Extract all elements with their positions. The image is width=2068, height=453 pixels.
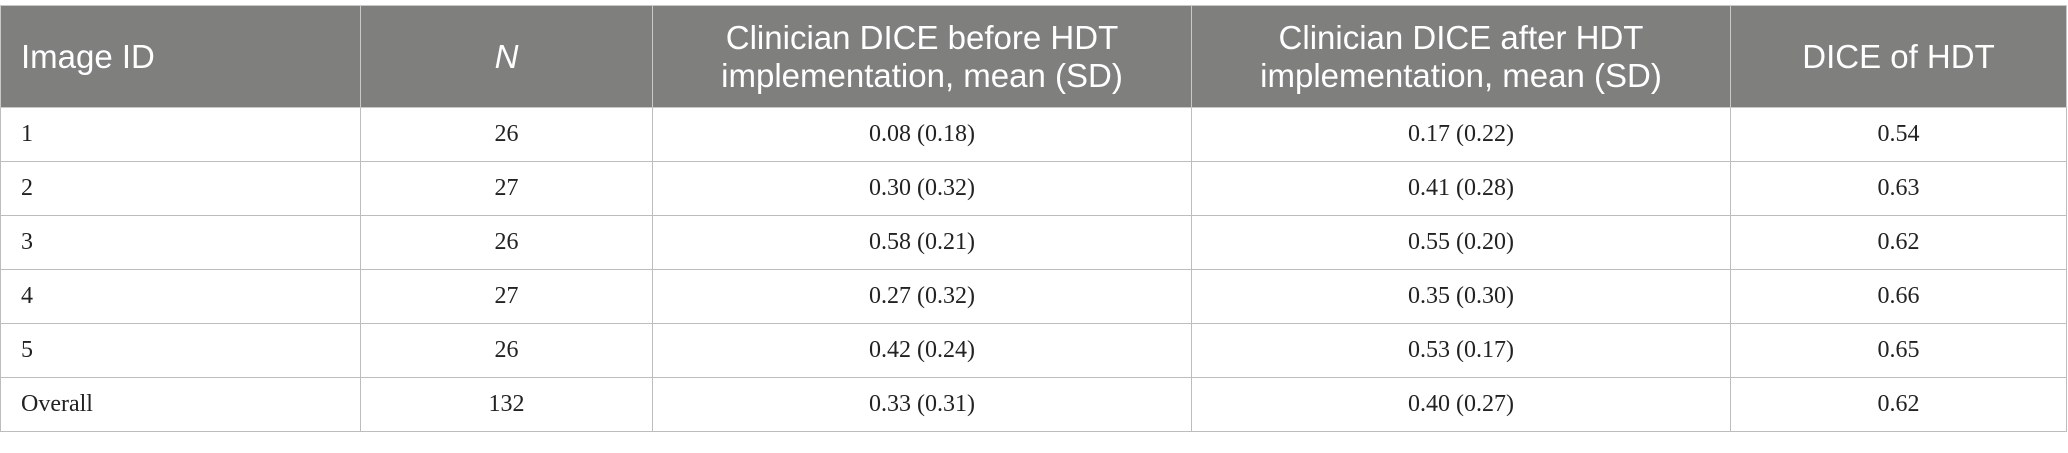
table-row: 5 26 0.42 (0.24) 0.53 (0.17) 0.65 <box>0 323 2067 378</box>
header-dice-of-hdt: DICE of HDT <box>1730 5 2067 108</box>
cell-image-id: 3 <box>0 215 361 270</box>
cell-dice-after: 0.35 (0.30) <box>1191 269 1731 324</box>
header-clinician-dice-before: Clinician DICE before HDT implementation… <box>652 5 1192 108</box>
cell-n: 27 <box>360 269 653 324</box>
cell-image-id: 2 <box>0 161 361 216</box>
cell-dice-hdt: 0.65 <box>1730 323 2067 378</box>
table-row: 4 27 0.27 (0.32) 0.35 (0.30) 0.66 <box>0 269 2067 324</box>
cell-dice-after: 0.55 (0.20) <box>1191 215 1731 270</box>
cell-dice-hdt: 0.62 <box>1730 215 2067 270</box>
cell-dice-after: 0.17 (0.22) <box>1191 107 1731 162</box>
cell-dice-before: 0.58 (0.21) <box>652 215 1192 270</box>
table-row: 1 26 0.08 (0.18) 0.17 (0.22) 0.54 <box>0 107 2067 162</box>
cell-image-id: 1 <box>0 107 361 162</box>
cell-n: 26 <box>360 215 653 270</box>
cell-n: 26 <box>360 323 653 378</box>
cell-dice-after: 0.40 (0.27) <box>1191 377 1731 432</box>
table-row: 3 26 0.58 (0.21) 0.55 (0.20) 0.62 <box>0 215 2067 270</box>
cell-dice-hdt: 0.62 <box>1730 377 2067 432</box>
cell-image-id: 5 <box>0 323 361 378</box>
header-clinician-dice-after: Clinician DICE after HDT implementation,… <box>1191 5 1731 108</box>
cell-image-id: Overall <box>0 377 361 432</box>
cell-n: 132 <box>360 377 653 432</box>
cell-n: 27 <box>360 161 653 216</box>
cell-dice-hdt: 0.66 <box>1730 269 2067 324</box>
cell-dice-after: 0.41 (0.28) <box>1191 161 1731 216</box>
cell-dice-before: 0.27 (0.32) <box>652 269 1192 324</box>
cell-dice-hdt: 0.54 <box>1730 107 2067 162</box>
table-row-overall: Overall 132 0.33 (0.31) 0.40 (0.27) 0.62 <box>0 377 2067 432</box>
cell-image-id: 4 <box>0 269 361 324</box>
cell-dice-before: 0.42 (0.24) <box>652 323 1192 378</box>
header-row: Image ID N Clinician DICE before HDT imp… <box>0 5 2067 108</box>
cell-dice-after: 0.53 (0.17) <box>1191 323 1731 378</box>
cell-dice-hdt: 0.63 <box>1730 161 2067 216</box>
table-header: Image ID N Clinician DICE before HDT imp… <box>0 5 2067 108</box>
cell-dice-before: 0.30 (0.32) <box>652 161 1192 216</box>
header-image-id: Image ID <box>0 5 361 108</box>
cell-n: 26 <box>360 107 653 162</box>
dice-results-table: Image ID N Clinician DICE before HDT imp… <box>0 5 2067 432</box>
cell-dice-before: 0.33 (0.31) <box>652 377 1192 432</box>
cell-dice-before: 0.08 (0.18) <box>652 107 1192 162</box>
table-body: 1 26 0.08 (0.18) 0.17 (0.22) 0.54 2 27 0… <box>0 107 2067 432</box>
table-row: 2 27 0.30 (0.32) 0.41 (0.28) 0.63 <box>0 161 2067 216</box>
header-n: N <box>360 5 653 108</box>
results-table-container: Image ID N Clinician DICE before HDT imp… <box>0 5 2068 432</box>
